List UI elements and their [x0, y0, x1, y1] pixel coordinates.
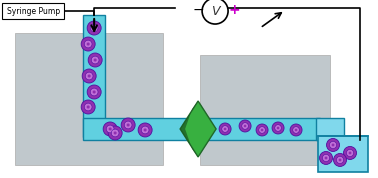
Circle shape — [121, 118, 135, 132]
Circle shape — [242, 123, 248, 129]
Circle shape — [330, 141, 336, 149]
Circle shape — [275, 125, 281, 131]
Circle shape — [333, 153, 347, 166]
Circle shape — [261, 129, 263, 131]
Bar — [200, 55, 330, 165]
Circle shape — [290, 124, 302, 136]
Circle shape — [295, 129, 297, 131]
Circle shape — [322, 154, 330, 162]
Text: −: − — [192, 3, 204, 17]
Circle shape — [94, 59, 97, 62]
Circle shape — [325, 156, 327, 159]
Circle shape — [339, 159, 341, 161]
Circle shape — [349, 151, 352, 154]
Circle shape — [222, 126, 228, 132]
Circle shape — [90, 24, 98, 32]
Circle shape — [272, 122, 284, 134]
Circle shape — [138, 123, 152, 137]
Circle shape — [293, 127, 299, 133]
Circle shape — [93, 27, 96, 30]
Bar — [15, 33, 163, 165]
Circle shape — [82, 69, 96, 83]
Bar — [83, 15, 105, 137]
Circle shape — [114, 131, 117, 135]
Circle shape — [219, 123, 231, 135]
Circle shape — [347, 149, 353, 156]
Polygon shape — [180, 101, 216, 157]
Circle shape — [103, 122, 117, 136]
Bar — [316, 118, 344, 140]
Circle shape — [90, 88, 98, 96]
Circle shape — [87, 85, 101, 99]
Circle shape — [81, 37, 95, 51]
Circle shape — [319, 151, 333, 164]
Circle shape — [277, 127, 279, 129]
Circle shape — [144, 129, 147, 132]
Circle shape — [244, 125, 246, 127]
Polygon shape — [180, 101, 198, 157]
Circle shape — [87, 21, 101, 35]
Circle shape — [127, 123, 130, 127]
Circle shape — [84, 40, 92, 48]
Circle shape — [202, 0, 228, 24]
Bar — [2, 3, 64, 19]
Circle shape — [141, 126, 149, 134]
Circle shape — [239, 120, 251, 132]
Circle shape — [93, 90, 96, 93]
Circle shape — [88, 53, 102, 67]
Circle shape — [111, 129, 119, 137]
Bar — [318, 136, 368, 172]
Bar — [83, 118, 320, 140]
Circle shape — [344, 146, 356, 159]
Circle shape — [336, 156, 344, 164]
Text: Syringe Pump: Syringe Pump — [7, 7, 60, 15]
Circle shape — [108, 127, 112, 130]
Circle shape — [91, 56, 99, 64]
Circle shape — [327, 138, 339, 151]
Circle shape — [256, 124, 268, 136]
Circle shape — [85, 72, 93, 80]
Circle shape — [124, 121, 132, 129]
Circle shape — [88, 74, 91, 78]
Circle shape — [106, 125, 114, 133]
Circle shape — [81, 100, 95, 114]
Text: +: + — [228, 3, 240, 17]
Circle shape — [87, 105, 90, 109]
Circle shape — [84, 103, 92, 111]
Circle shape — [108, 126, 122, 140]
Circle shape — [224, 128, 226, 130]
Circle shape — [259, 127, 265, 133]
Circle shape — [332, 143, 335, 146]
Text: V: V — [211, 5, 219, 18]
Circle shape — [87, 43, 90, 46]
